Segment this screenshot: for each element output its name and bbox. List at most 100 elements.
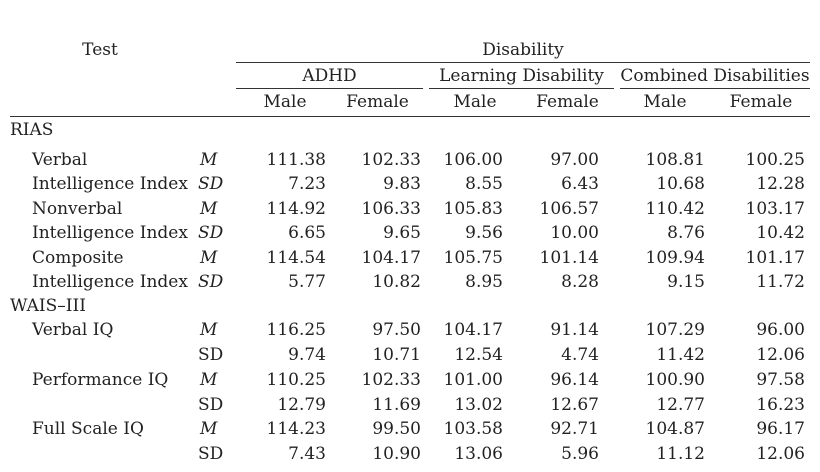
cell-ld-male: 8.55	[465, 174, 503, 194]
cell-ld-female: 97.00	[550, 150, 599, 170]
sub-header-female: Female	[729, 92, 793, 112]
cell-combined-male: 8.76	[667, 223, 705, 243]
cell-combined-male: 11.12	[656, 444, 705, 464]
disability-rule	[236, 62, 810, 63]
row-label-verbal-iq: Verbal IQ	[32, 320, 114, 340]
cell-ld-male: 13.06	[454, 444, 503, 464]
cell-adhd-female: 10.71	[372, 345, 421, 365]
cell-combined-female: 12.06	[756, 345, 805, 365]
cell-ld-female: 8.28	[561, 272, 599, 292]
cell-combined-female: 96.17	[756, 419, 805, 439]
cell-combined-female: 12.06	[756, 444, 805, 464]
cell-combined-female: 100.25	[745, 150, 805, 170]
sub-header-female: Female	[346, 92, 409, 112]
row-label-composite: Composite	[32, 248, 124, 268]
stat-m: M	[200, 150, 218, 170]
cell-combined-male: 108.81	[645, 150, 705, 170]
group-rule-adhd	[236, 88, 423, 89]
cell-ld-male: 9.56	[465, 223, 503, 243]
cell-ld-female: 106.57	[539, 199, 599, 219]
stat-m: M	[200, 199, 218, 219]
cell-adhd-female: 11.69	[372, 395, 421, 415]
cell-adhd-male: 114.23	[266, 419, 326, 439]
cell-adhd-male: 7.23	[288, 174, 326, 194]
cell-combined-female: 101.17	[745, 248, 805, 268]
cell-adhd-female: 104.17	[361, 248, 421, 268]
cell-ld-female: 5.96	[561, 444, 599, 464]
section-title-rias: RIAS	[10, 120, 54, 140]
cell-combined-female: 11.72	[756, 272, 805, 292]
cell-combined-female: 96.00	[756, 320, 805, 340]
cell-ld-female: 101.14	[539, 248, 599, 268]
cell-ld-female: 10.00	[550, 223, 599, 243]
test-header: Test	[82, 40, 118, 60]
stat-sd: SD	[198, 444, 224, 464]
cell-adhd-male: 12.79	[277, 395, 326, 415]
stat-sd: SD	[198, 174, 224, 194]
cell-ld-female: 96.14	[550, 370, 599, 390]
row-label-full-scale-iq: Full Scale IQ	[32, 419, 144, 439]
sub-header-female: Female	[536, 92, 599, 112]
cell-adhd-male: 110.25	[266, 370, 326, 390]
cell-ld-female: 4.74	[561, 345, 599, 365]
cell-ld-male: 104.17	[443, 320, 503, 340]
cell-ld-female: 91.14	[550, 320, 599, 340]
sub-header-male: Male	[453, 92, 497, 112]
cell-combined-female: 12.28	[756, 174, 805, 194]
group-header-combined-disabilities: Combined Disabilities	[620, 66, 810, 86]
sub-header-male: Male	[643, 92, 687, 112]
group-rule-learning-disability	[429, 88, 614, 89]
cell-combined-male: 100.90	[645, 370, 705, 390]
group-header-learning-disability: Learning Disability	[439, 66, 604, 86]
cell-ld-male: 105.75	[443, 248, 503, 268]
cell-combined-female: 103.17	[745, 199, 805, 219]
group-rule-combined-disabilities	[620, 88, 810, 89]
stat-m: M	[200, 419, 218, 439]
cell-adhd-female: 102.33	[361, 370, 421, 390]
stat-sd: SD	[198, 345, 224, 365]
cell-combined-male: 107.29	[645, 320, 705, 340]
cell-adhd-female: 9.83	[383, 174, 421, 194]
cell-combined-male: 104.87	[645, 419, 705, 439]
cell-ld-male: 101.00	[443, 370, 503, 390]
row-label-intelligence-index: Intelligence Index	[32, 272, 188, 292]
row-label-nonverbal: Nonverbal	[32, 199, 123, 219]
cell-adhd-male: 9.74	[288, 345, 326, 365]
cell-combined-male: 109.94	[645, 248, 705, 268]
row-label-intelligence-index: Intelligence Index	[32, 174, 188, 194]
stat-sd: SD	[198, 395, 224, 415]
row-label-verbal: Verbal	[32, 150, 88, 170]
cell-combined-male: 10.68	[656, 174, 705, 194]
stat-sd: SD	[198, 272, 224, 292]
cell-combined-male: 110.42	[645, 199, 705, 219]
cell-ld-female: 12.67	[550, 395, 599, 415]
cell-ld-male: 103.58	[443, 419, 503, 439]
cell-adhd-male: 114.92	[266, 199, 326, 219]
cell-adhd-female: 10.82	[372, 272, 421, 292]
cell-adhd-male: 7.43	[288, 444, 326, 464]
cell-combined-female: 10.42	[756, 223, 805, 243]
cell-combined-male: 9.15	[667, 272, 705, 292]
cell-adhd-female: 10.90	[372, 444, 421, 464]
stat-m: M	[200, 370, 218, 390]
header-bottom-rule	[10, 116, 810, 117]
sub-header-male: Male	[263, 92, 307, 112]
cell-ld-male: 8.95	[465, 272, 503, 292]
disability-header: Disability	[482, 40, 564, 60]
cell-combined-male: 12.77	[656, 395, 705, 415]
cell-adhd-male: 114.54	[266, 248, 326, 268]
stat-sd: SD	[198, 223, 224, 243]
cell-ld-male: 13.02	[454, 395, 503, 415]
cell-combined-male: 11.42	[656, 345, 705, 365]
cell-adhd-female: 9.65	[383, 223, 421, 243]
cell-adhd-female: 106.33	[361, 199, 421, 219]
cell-adhd-female: 102.33	[361, 150, 421, 170]
group-header-adhd: ADHD	[302, 66, 357, 86]
stat-m: M	[200, 320, 218, 340]
cell-ld-female: 6.43	[561, 174, 599, 194]
cell-adhd-male: 5.77	[288, 272, 326, 292]
stat-m: M	[200, 248, 218, 268]
section-title-wais-iii: WAIS–III	[10, 296, 86, 316]
cell-adhd-male: 6.65	[288, 223, 326, 243]
